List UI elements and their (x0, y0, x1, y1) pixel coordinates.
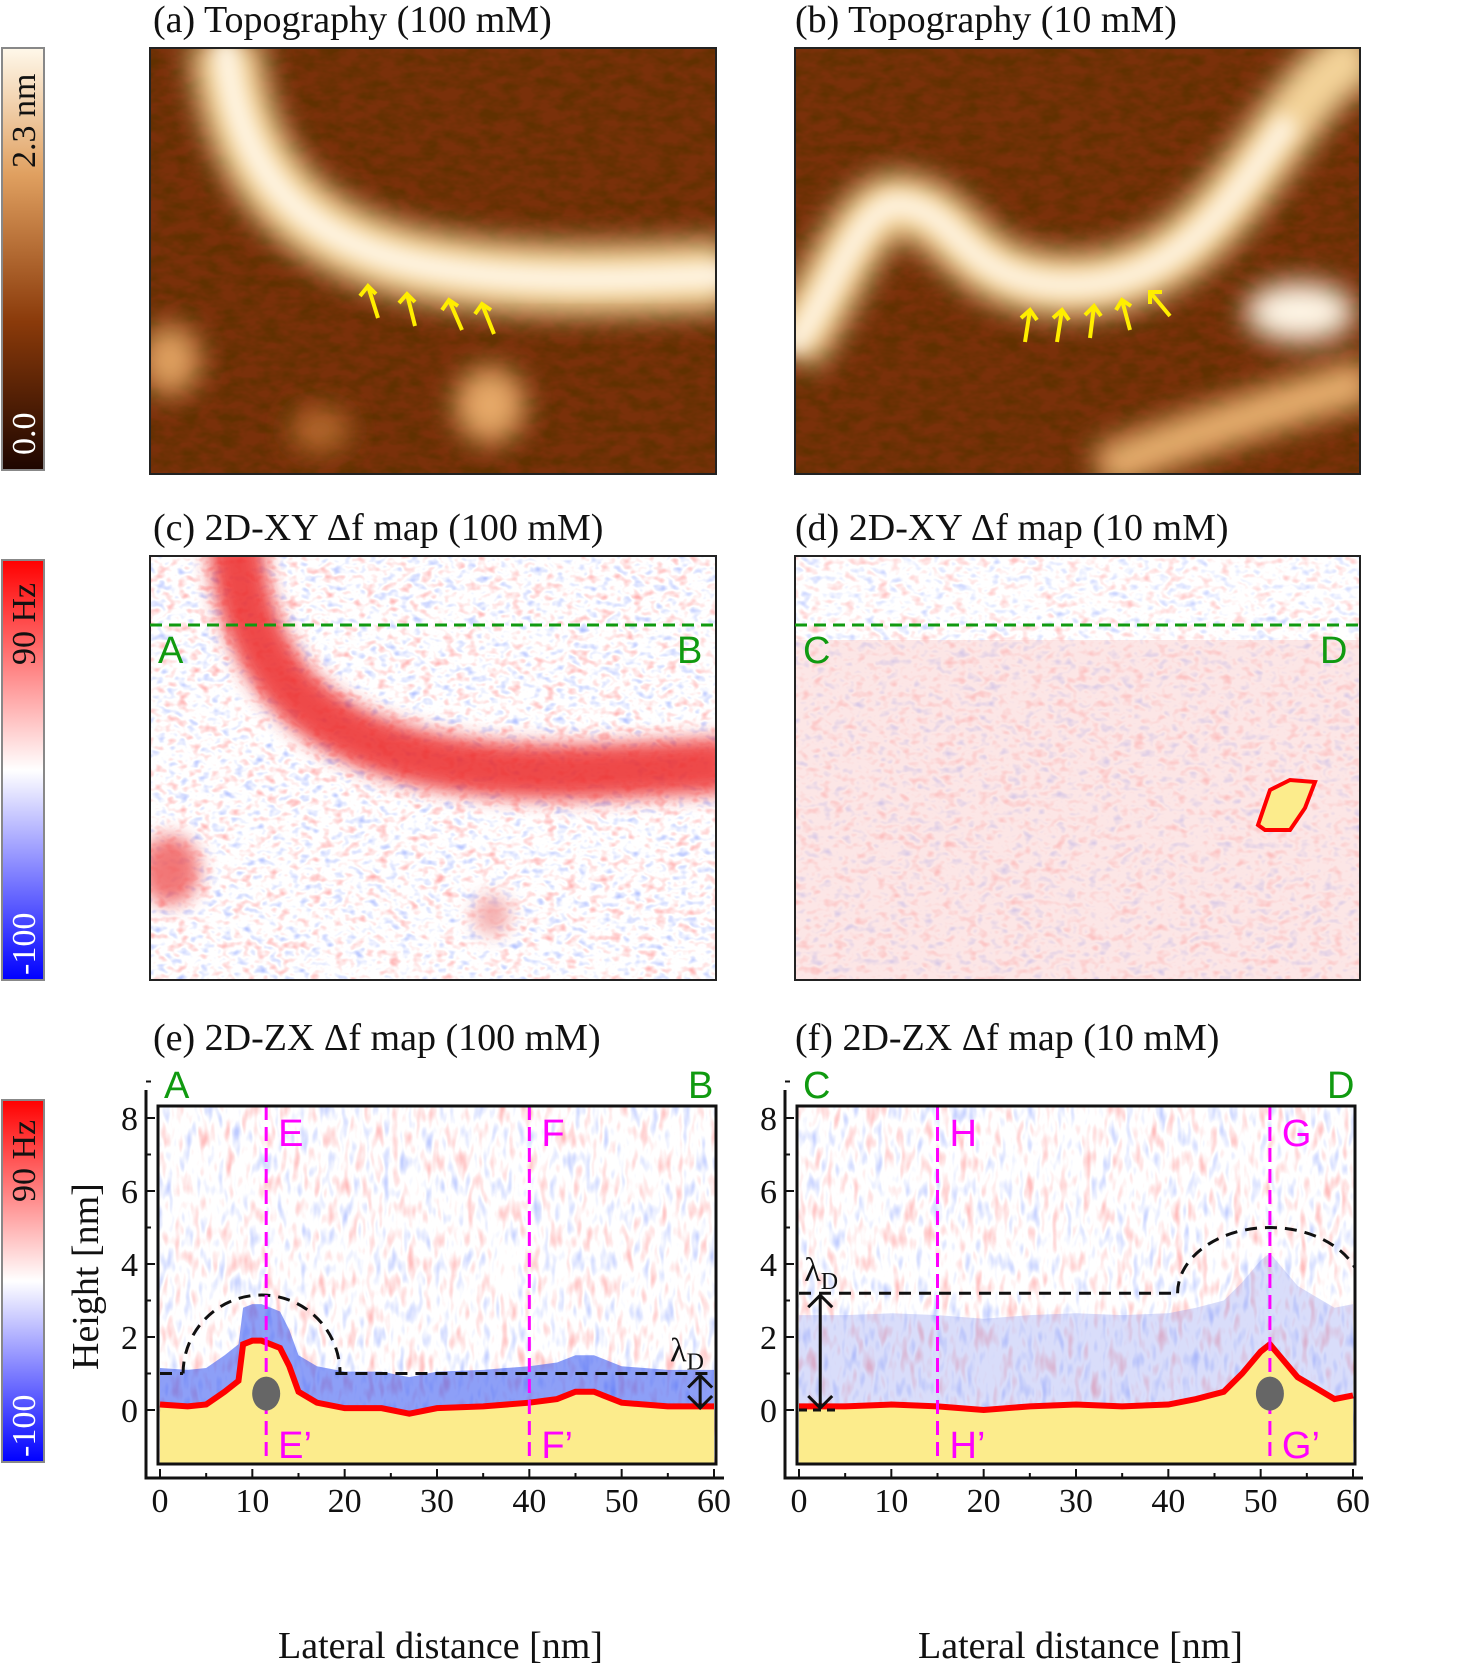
y-tick-label: 6 (121, 1174, 138, 1211)
end-label-left: A (164, 1065, 190, 1107)
panel-a-title: (a) Topography (100 mM) (153, 0, 552, 41)
point-label-d: D (1320, 630, 1347, 672)
end-label-right: B (688, 1065, 713, 1107)
colorbar-topography: 2.3 nm 0.0 (1, 47, 45, 471)
section-label-bottom: E’ (278, 1425, 312, 1467)
panel-c-title: (c) 2D-XY Δf map (100 mM) (153, 507, 603, 549)
panel-c-df-map (150, 556, 716, 980)
arrow-icon (1019, 307, 1039, 343)
y-tick-label: 8 (121, 1101, 138, 1138)
x-tick-label: 50 (1244, 1483, 1278, 1520)
y-tick-label: 0 (760, 1393, 777, 1430)
x-tick-label: 30 (1059, 1483, 1093, 1520)
panel-f-title: (f) 2D-ZX Δf map (10 mM) (795, 1017, 1219, 1059)
panel-a-arrows (358, 283, 496, 335)
plot-area (158, 1106, 716, 1464)
x-tick-label: 60 (697, 1483, 731, 1520)
axes (144, 1090, 724, 1480)
debye-dome (1176, 1226, 1355, 1294)
panel-f-xlabel: Lateral distance [nm] (918, 1625, 1243, 1665)
y-tick-label: 6 (760, 1174, 777, 1211)
section-label-top: E (278, 1113, 303, 1155)
arrow-icon (440, 297, 464, 331)
panel-d-frame (794, 555, 1361, 981)
panel-b-title: (b) Topography (10 mM) (795, 0, 1177, 41)
x-tick-label: 40 (512, 1483, 546, 1520)
debye-length-arrow (687, 1373, 714, 1411)
arrow-icon (1148, 290, 1172, 318)
arrow-icon (1083, 302, 1103, 339)
x-tick-label: 20 (328, 1483, 362, 1520)
point-label-b: B (677, 630, 702, 672)
panel-a-topography-image (150, 48, 716, 474)
x-tick-label: 10 (235, 1483, 269, 1520)
colorbar-max-label: 2.3 nm (6, 74, 43, 168)
panel-e-ylabel: Height [nm] (65, 1183, 107, 1370)
arrow-icon (397, 291, 417, 327)
arrow-icon (1114, 297, 1133, 331)
section-label-bottom: F’ (541, 1425, 573, 1467)
x-tick-label: 20 (967, 1483, 1001, 1520)
panel-f-zx-plot: H H’ G G’ λD 0 10 20 30 40 50 60 0 2 4 6 8C D (760, 1065, 1370, 1520)
y-tick-label: 2 (760, 1320, 777, 1357)
panel-b-frame (794, 47, 1361, 475)
x-tick-label: 40 (1151, 1483, 1185, 1520)
end-label-left: C (803, 1065, 830, 1107)
colorbar-min-label: 0.0 (6, 413, 43, 456)
colorbar-min-label: -100 (6, 1395, 43, 1457)
section-label-top: H (950, 1113, 977, 1155)
arrow-icon (358, 283, 380, 319)
panel-a-frame (149, 47, 717, 475)
x-tick-label: 10 (874, 1483, 908, 1520)
y-tick-label: 4 (121, 1247, 138, 1284)
x-tick-label: 60 (1336, 1483, 1370, 1520)
molecule-marker (1255, 1376, 1284, 1411)
arrow-icon (1051, 307, 1071, 343)
y-tick-label: 8 (760, 1101, 777, 1138)
point-label-c: C (803, 630, 830, 672)
plot-frame (795, 1104, 1357, 1466)
panel-e-xlabel: Lateral distance [nm] (278, 1625, 603, 1665)
colorbar-df-zx: 90 Hz -100 (1, 1099, 45, 1463)
y-tick-label: 0 (121, 1393, 138, 1430)
panel-c-frame (149, 555, 717, 981)
colorbar-df-xy: 90 Hz -100 (1, 559, 45, 981)
plot-frame (156, 1104, 718, 1466)
section-label-top: F (541, 1113, 564, 1155)
panel-d-title: (d) 2D-XY Δf map (10 mM) (795, 507, 1229, 549)
panel-b-topography-image (795, 48, 1360, 474)
molecule-marker (252, 1376, 281, 1411)
y-tick-label: 2 (121, 1320, 138, 1357)
x-tick-label: 0 (791, 1483, 808, 1520)
end-label-right: D (1327, 1065, 1354, 1107)
arrow-icon (473, 301, 496, 335)
debye-length-label: λD (804, 1252, 838, 1295)
debye-length-arrow (807, 1293, 834, 1411)
colorbar-min-label: -100 (6, 913, 43, 975)
section-label-top: G (1282, 1113, 1312, 1155)
panel-e-title: (e) 2D-ZX Δf map (100 mM) (153, 1017, 601, 1059)
section-label-bottom: G’ (1282, 1425, 1320, 1467)
point-label-a: A (158, 630, 184, 672)
panel-d-df-map (795, 556, 1360, 980)
surface-region (160, 1340, 714, 1464)
surface-edge (159, 1337, 714, 1417)
y-tick-label: 4 (760, 1247, 777, 1284)
colorbar-max-label: 90 Hz (6, 1120, 43, 1202)
axes (783, 1090, 1363, 1480)
colorbar-max-label: 90 Hz (6, 583, 43, 665)
x-tick-label: 30 (420, 1483, 454, 1520)
x-tick-label: 50 (605, 1483, 639, 1520)
panel-b-arrows (1019, 290, 1172, 343)
section-label-bottom: H’ (950, 1425, 986, 1467)
x-tick-label: 0 (152, 1483, 169, 1520)
plot-area (797, 1106, 1355, 1464)
debye-dome (181, 1293, 342, 1374)
